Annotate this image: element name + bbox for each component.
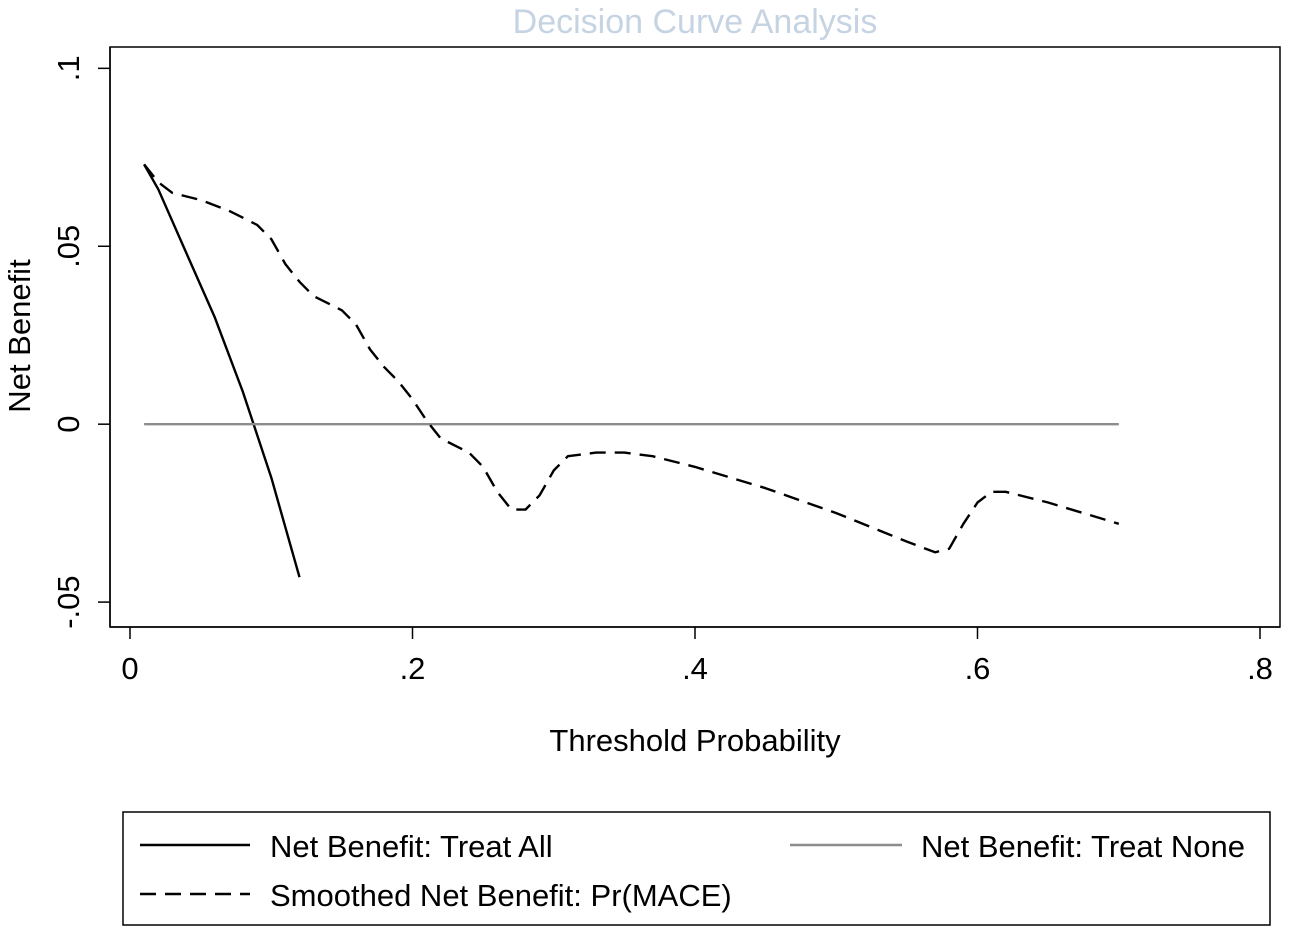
series-line-treat-all (143, 163, 301, 578)
legend-label-treat-none: Net Benefit: Treat None (921, 829, 1245, 864)
plot-area (109, 46, 1281, 628)
x-axis: 0 .2 .4 .6 .8 (110, 626, 1280, 686)
x-tick-label: .2 (400, 651, 426, 686)
legend: Net Benefit: Treat All Net Benefit: Trea… (122, 811, 1271, 926)
chart-title: Decision Curve Analysis (513, 3, 878, 41)
legend-box (122, 811, 1271, 926)
x-tick-label: .4 (682, 651, 708, 686)
x-tick-label: .8 (1247, 651, 1273, 686)
y-tick-label: .1 (51, 55, 86, 81)
x-tick-label: .6 (965, 651, 991, 686)
y-axis: -.05 0 .05 .1 (51, 47, 111, 629)
legend-label-treat-all: Net Benefit: Treat All (270, 829, 553, 864)
x-axis-title: Threshold Probability (549, 723, 841, 758)
series-layer (143, 163, 1120, 578)
y-tick-label: -.05 (51, 575, 86, 628)
y-tick-label: .05 (51, 225, 86, 268)
y-axis-title: Net Benefit (2, 259, 37, 413)
legend-label-smoothed: Smoothed Net Benefit: Pr(MACE) (270, 878, 732, 913)
y-tick-label: 0 (51, 416, 86, 433)
series-line-smoothed (143, 163, 1120, 554)
x-tick-label: 0 (121, 651, 138, 686)
